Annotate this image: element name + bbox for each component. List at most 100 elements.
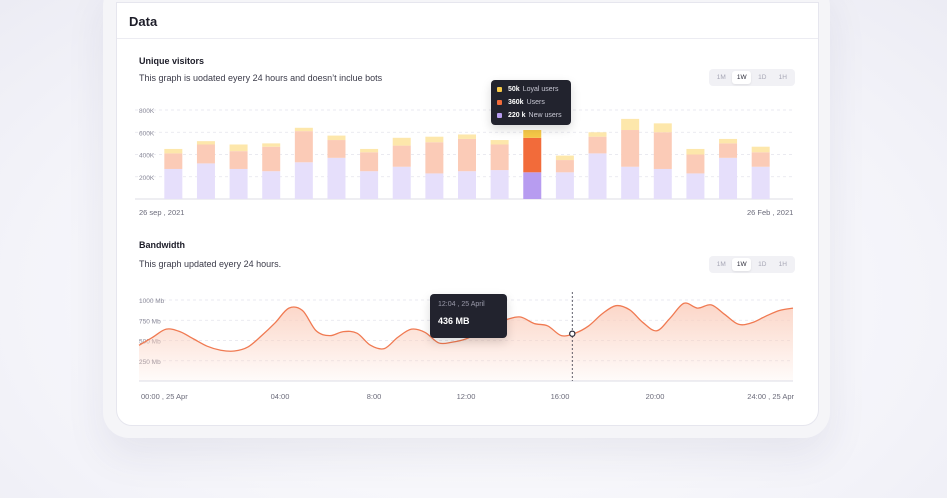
visitors-bar-segment	[262, 143, 281, 147]
visitors-bar-segment	[229, 151, 248, 169]
bandwidth-xtick-label: 16:00	[551, 392, 570, 401]
visitors-bar-segment	[360, 148, 379, 153]
visitors-ytick-label: 400K	[139, 153, 155, 160]
visitors-bar-segment	[555, 155, 574, 161]
tooltip-value-loyal: 50k	[508, 86, 520, 93]
visitors-tf-1m[interactable]: 1M	[716, 74, 726, 81]
bandwidth-xtick-label: 24:00 , 25 Apr	[747, 392, 794, 401]
tooltip-swatch-loyal	[497, 87, 502, 92]
visitors-bar-segment	[327, 135, 346, 141]
visitors-tf-1d[interactable]: 1D	[758, 74, 767, 81]
visitors-bar-segment	[229, 144, 248, 152]
visitors-bar-segment	[653, 132, 672, 169]
bandwidth-xtick-label: 20:00	[646, 392, 665, 401]
visitors-bar-segment	[196, 141, 215, 145]
bandwidth-timeframe-switch: 1M 1W 1D 1H	[709, 256, 795, 273]
bandwidth-title: Bandwidth	[139, 240, 185, 250]
visitors-bar-segment	[425, 142, 444, 174]
bandwidth-ytick-label: 1000 Mb	[139, 298, 165, 305]
visitors-bar-segment	[751, 152, 770, 167]
tooltip-value-users: 360k	[508, 99, 524, 106]
visitors-bar-segment	[523, 172, 542, 199]
visitors-bar-segment	[490, 144, 509, 171]
bandwidth-xtick-label: 12:00	[457, 392, 476, 401]
visitors-bar-segment	[262, 146, 281, 172]
tooltip-swatch-users	[497, 100, 502, 105]
visitors-bar-segment	[653, 168, 672, 199]
visitors-bar-segment	[294, 131, 313, 163]
visitors-bar-segment	[262, 171, 281, 199]
visitors-bar-segment	[523, 137, 542, 173]
visitors-bar-segment	[588, 132, 607, 137]
visitors-bar-segment	[653, 123, 672, 133]
visitors-timeframe-switch: 1M 1W 1D 1H	[709, 69, 795, 86]
visitors-bar-segment	[164, 168, 183, 199]
visitors-bar-segment	[458, 138, 476, 172]
visitors-bar-segment	[555, 172, 574, 199]
visitors-bar-segment	[229, 168, 248, 199]
bandwidth-tf-1d[interactable]: 1D	[758, 261, 767, 268]
visitors-bar-segment	[196, 144, 215, 164]
visitors-bar-segment	[327, 157, 346, 199]
visitors-ytick-label: 800K	[139, 108, 155, 115]
bandwidth-tooltip: 12:04 , 25 April 436 MB	[430, 294, 507, 338]
data-panel: Data Unique visitors This graph is uodat…	[116, 2, 819, 426]
visitors-bar-segment	[392, 137, 411, 146]
visitors-bar-segment	[523, 130, 542, 138]
visitors-tf-1w[interactable]: 1W	[732, 71, 752, 84]
bandwidth-ytick-label: 750 Mb	[139, 318, 161, 325]
bandwidth-tf-1m[interactable]: 1M	[716, 261, 726, 268]
visitors-bar-segment	[458, 171, 476, 199]
visitors-bar-segment	[555, 160, 574, 173]
visitors-bar-segment	[392, 145, 411, 167]
header-divider	[117, 38, 818, 39]
visitors-tf-1h[interactable]: 1H	[778, 74, 787, 81]
visitors-bar-segment	[164, 153, 183, 169]
visitors-bar-segment	[588, 136, 607, 154]
visitors-bar-segment	[294, 162, 313, 199]
visitors-bar-segment	[621, 166, 640, 199]
visitors-bar-segment	[751, 166, 770, 199]
visitors-bar-segment	[392, 166, 411, 199]
visitors-title: Unique visitors	[139, 56, 205, 66]
visitors-bar-segment	[490, 170, 509, 199]
tooltip-label-loyal: Loyal users	[522, 86, 559, 93]
tooltip-label-new: New users	[528, 112, 562, 119]
visitors-bar-segment	[360, 152, 379, 172]
bandwidth-xtick-label: 04:00	[271, 392, 290, 401]
visitors-ytick-label: 600K	[139, 130, 155, 137]
visitors-bar-segment	[425, 173, 444, 199]
visitors-ytick-label: 200K	[139, 175, 155, 182]
visitors-bar-segment	[458, 134, 476, 139]
tooltip-label-users: Users	[526, 99, 545, 106]
bandwidth-tf-1h[interactable]: 1H	[778, 261, 787, 268]
visitors-bar-segment	[751, 146, 770, 153]
visitors-bar-segment	[719, 143, 738, 158]
visitors-bar-segment	[327, 140, 346, 158]
visitors-bar-segment	[621, 130, 640, 167]
visitors-bar-segment	[588, 153, 607, 199]
visitors-subtitle: This graph is uodated eyery 24 hours and…	[139, 73, 383, 83]
tooltip-row-users: 360k Users	[497, 96, 565, 109]
visitors-bar-segment	[686, 154, 705, 174]
visitors-end-date: 26 Feb , 2021	[747, 208, 794, 217]
visitors-bar-segment	[686, 173, 705, 199]
bandwidth-marker-dot	[569, 330, 576, 337]
panel-title: Data	[129, 14, 158, 29]
tooltip-value-new: 220 k	[508, 112, 526, 119]
bandwidth-xtick-label: 00:00 , 25 Apr	[141, 392, 188, 401]
bandwidth-area-fill	[139, 302, 793, 381]
bandwidth-line	[138, 302, 794, 352]
visitors-bar-segment	[294, 127, 313, 132]
visitors-bar-segment	[719, 138, 738, 144]
bandwidth-subtitle: This graph updated eyery 24 hours.	[139, 259, 282, 269]
bandwidth-tooltip-value: 436 MB	[438, 316, 470, 326]
bandwidth-xtick-label: 8:00	[367, 392, 382, 401]
tooltip-row-new: 220 k New users	[497, 109, 565, 122]
bandwidth-tf-1w[interactable]: 1W	[732, 258, 752, 271]
visitors-bar-segment	[719, 157, 738, 199]
tooltip-swatch-new	[497, 113, 502, 118]
visitors-bar-segment	[490, 140, 509, 145]
